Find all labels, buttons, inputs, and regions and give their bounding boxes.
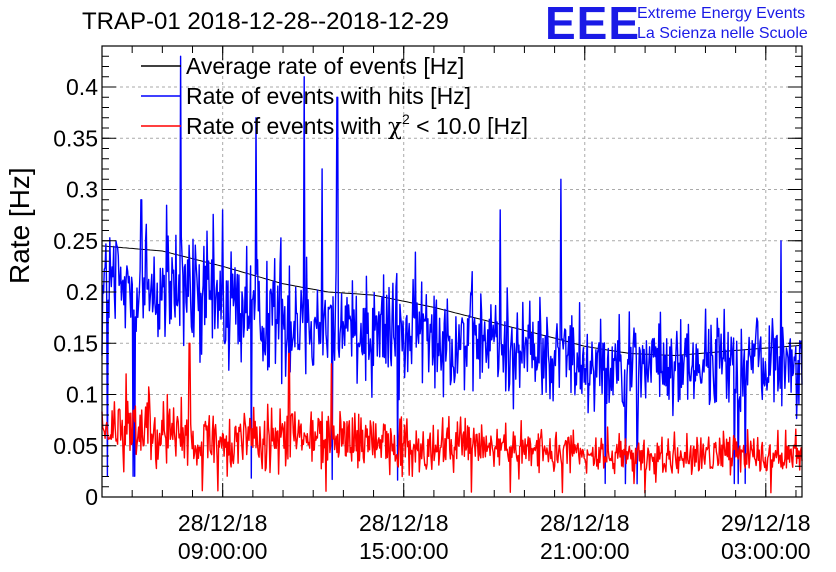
series-line-average xyxy=(101,245,803,356)
legend: Average rate of events [Hz] Rate of event… xyxy=(141,53,528,140)
y-tick-label: 0 xyxy=(85,484,98,510)
series-line-chi2 xyxy=(101,342,803,494)
x-tick-label-date: 28/12/18 xyxy=(178,510,268,536)
y-axis-label: Rate [Hz] xyxy=(4,167,35,284)
series-line-hits xyxy=(101,55,803,485)
legend-tail: < 10.0 [Hz] xyxy=(410,113,528,139)
y-tick-label: 0.3 xyxy=(66,177,98,203)
legend-entry: Rate of events with hits [Hz] xyxy=(186,83,471,109)
y-tick-label: 0.1 xyxy=(66,382,98,408)
y-tick-label: 0.2 xyxy=(66,279,98,305)
y-axis-label-wrap: Rate [Hz] xyxy=(4,167,38,284)
y-tick-label: 0.35 xyxy=(53,125,98,151)
y-tick-labels: 0 0.05 0.1 0.15 0.2 0.25 0.3 0.35 0.4 xyxy=(53,74,98,510)
x-tick-label-date: 28/12/18 xyxy=(359,510,449,536)
y-tick-label: 0.15 xyxy=(53,330,98,356)
logo-line-1: Extreme Energy Events xyxy=(637,5,806,22)
legend-superscript: 2 xyxy=(402,111,410,127)
chart-title: TRAP-01 2018-12-28--2018-12-29 xyxy=(82,8,449,35)
series-lines xyxy=(101,55,803,494)
y-tick-label: 0.4 xyxy=(66,74,98,100)
x-tick-label-time: 03:00:00 xyxy=(721,538,811,564)
x-tick-labels: 28/12/1809:00:0028/12/1815:00:0028/12/18… xyxy=(178,510,811,564)
logo-text: Extreme Energy Events La Scienza nelle S… xyxy=(637,4,808,44)
x-tick-label-time: 15:00:00 xyxy=(359,538,449,564)
x-tick-label-date: 29/12/18 xyxy=(721,510,811,536)
legend-entry: Average rate of events [Hz] xyxy=(186,53,464,79)
logo-line-2: La Scienza nelle Scuole xyxy=(637,25,808,42)
legend-entry: Rate of events with χ2 < 10.0 [Hz] xyxy=(186,111,528,140)
legend-chi-symbol: χ xyxy=(388,114,402,140)
axis-ticks xyxy=(101,45,802,498)
x-tick-label-time: 09:00:00 xyxy=(178,538,268,564)
legend-text: Rate of events with xyxy=(186,113,388,139)
y-tick-label: 0.25 xyxy=(53,228,98,254)
y-tick-label: 0.05 xyxy=(53,433,98,459)
x-tick-label-date: 28/12/18 xyxy=(540,510,630,536)
x-tick-label-time: 21:00:00 xyxy=(540,538,630,564)
logo-mark: EEE xyxy=(545,0,641,49)
